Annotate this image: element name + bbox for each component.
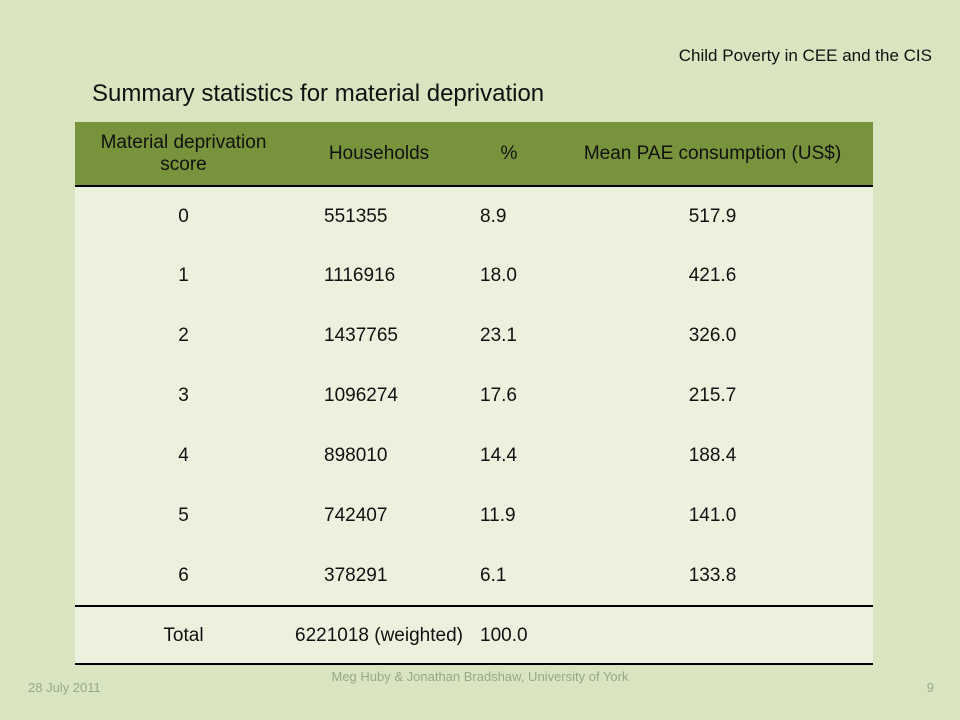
presentation-topic: Child Poverty in CEE and the CIS (678, 46, 932, 65)
column-header-score: Material deprivation score (100, 131, 267, 175)
total-mean (552, 606, 873, 664)
cell-households: 1096274 (324, 385, 398, 406)
cell-score: 2 (178, 325, 189, 346)
cell-households: 378291 (324, 564, 388, 586)
total-households: 6221018 (weighted) (295, 624, 463, 646)
table-row: 1 1116916 18.0 421.6 (75, 246, 873, 306)
cell-households: 1116916 (324, 265, 396, 286)
cell-score: 5 (178, 505, 189, 526)
cell-mean: 326.0 (688, 325, 737, 346)
cell-score: 1 (178, 265, 189, 286)
slide-title: Summary statistics for material deprivat… (92, 80, 545, 107)
footer-authors: Meg Huby & Jonathan Bradshaw, University… (331, 669, 629, 684)
cell-mean: 517.9 (688, 205, 737, 227)
cell-score: 6 (178, 564, 189, 586)
cell-households: 551355 (324, 205, 388, 227)
cell-score: 0 (178, 205, 189, 227)
cell-score: 4 (178, 445, 189, 466)
cell-percent: 23.1 (480, 325, 517, 346)
column-header-percent: % (500, 142, 518, 164)
cell-percent: 17.6 (480, 385, 517, 406)
summary-statistics-table: Material deprivation score Households % … (75, 122, 873, 665)
footer-date: 28 July 2011 (28, 680, 101, 695)
cell-percent: 14.4 (480, 445, 517, 466)
table-row: 3 1096274 17.6 215.7 (75, 366, 873, 426)
table-row: 0 551355 8.9 517.9 (75, 186, 873, 246)
cell-households: 898010 (324, 445, 388, 466)
total-percent: 100.0 (480, 624, 528, 646)
table-row: 5 742407 11.9 141.0 (75, 486, 873, 546)
cell-percent: 11.9 (480, 505, 516, 526)
cell-percent: 8.9 (480, 205, 507, 227)
column-header-households: Households (328, 142, 430, 164)
column-header-mean-consumption: Mean PAE consumption (US$) (583, 142, 842, 164)
cell-mean: 133.8 (688, 564, 737, 586)
cell-score: 3 (178, 385, 189, 406)
table-header-row: Material deprivation score Households % … (75, 122, 873, 186)
slide-number: 9 (926, 680, 934, 695)
cell-households: 742407 (324, 505, 388, 526)
table-row: 6 378291 6.1 133.8 (75, 546, 873, 606)
cell-mean: 188.4 (688, 445, 737, 466)
cell-mean: 141.0 (688, 505, 737, 526)
cell-mean: 215.7 (688, 385, 737, 406)
table-row: 2 1437765 23.1 326.0 (75, 306, 873, 366)
cell-percent: 6.1 (480, 564, 507, 586)
table-total-row: Total 6221018 (weighted) 100.0 (75, 606, 873, 664)
cell-households: 1437765 (324, 325, 398, 346)
cell-mean: 421.6 (688, 265, 737, 286)
total-label: Total (163, 624, 204, 646)
cell-percent: 18.0 (480, 265, 517, 286)
table-row: 4 898010 14.4 188.4 (75, 426, 873, 486)
